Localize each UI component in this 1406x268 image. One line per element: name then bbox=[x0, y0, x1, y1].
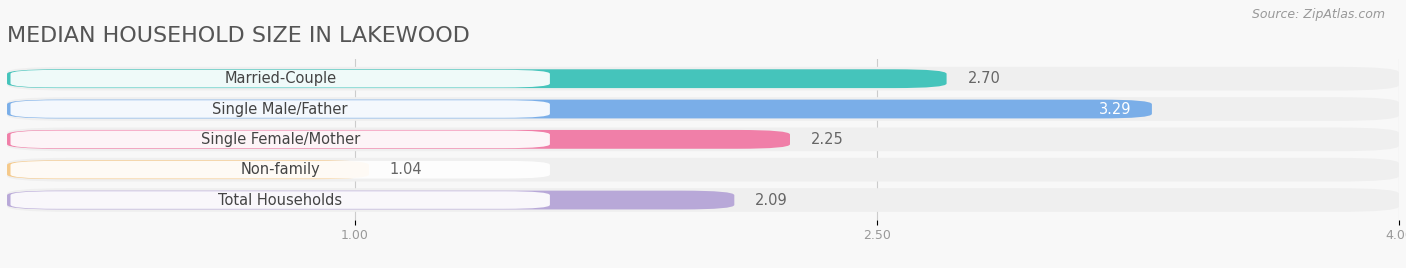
FancyBboxPatch shape bbox=[7, 67, 1399, 91]
Text: MEDIAN HOUSEHOLD SIZE IN LAKEWOOD: MEDIAN HOUSEHOLD SIZE IN LAKEWOOD bbox=[7, 26, 470, 46]
Text: 2.70: 2.70 bbox=[967, 71, 1000, 86]
FancyBboxPatch shape bbox=[10, 131, 550, 148]
Text: 1.04: 1.04 bbox=[389, 162, 422, 177]
FancyBboxPatch shape bbox=[7, 188, 1399, 212]
Text: Married-Couple: Married-Couple bbox=[224, 71, 336, 86]
FancyBboxPatch shape bbox=[7, 130, 790, 149]
Text: Single Female/Mother: Single Female/Mother bbox=[201, 132, 360, 147]
Text: Total Households: Total Households bbox=[218, 192, 342, 207]
Text: 2.25: 2.25 bbox=[811, 132, 844, 147]
Text: Non-family: Non-family bbox=[240, 162, 321, 177]
Text: Single Male/Father: Single Male/Father bbox=[212, 102, 347, 117]
FancyBboxPatch shape bbox=[10, 161, 550, 178]
Text: 2.09: 2.09 bbox=[755, 192, 787, 207]
FancyBboxPatch shape bbox=[7, 191, 734, 210]
FancyBboxPatch shape bbox=[7, 97, 1399, 121]
Text: 3.29: 3.29 bbox=[1098, 102, 1130, 117]
FancyBboxPatch shape bbox=[10, 70, 550, 87]
FancyBboxPatch shape bbox=[7, 100, 1152, 118]
FancyBboxPatch shape bbox=[7, 128, 1399, 151]
Text: Source: ZipAtlas.com: Source: ZipAtlas.com bbox=[1251, 8, 1385, 21]
FancyBboxPatch shape bbox=[7, 158, 1399, 181]
FancyBboxPatch shape bbox=[10, 100, 550, 118]
FancyBboxPatch shape bbox=[7, 69, 946, 88]
FancyBboxPatch shape bbox=[10, 191, 550, 209]
FancyBboxPatch shape bbox=[7, 160, 368, 179]
